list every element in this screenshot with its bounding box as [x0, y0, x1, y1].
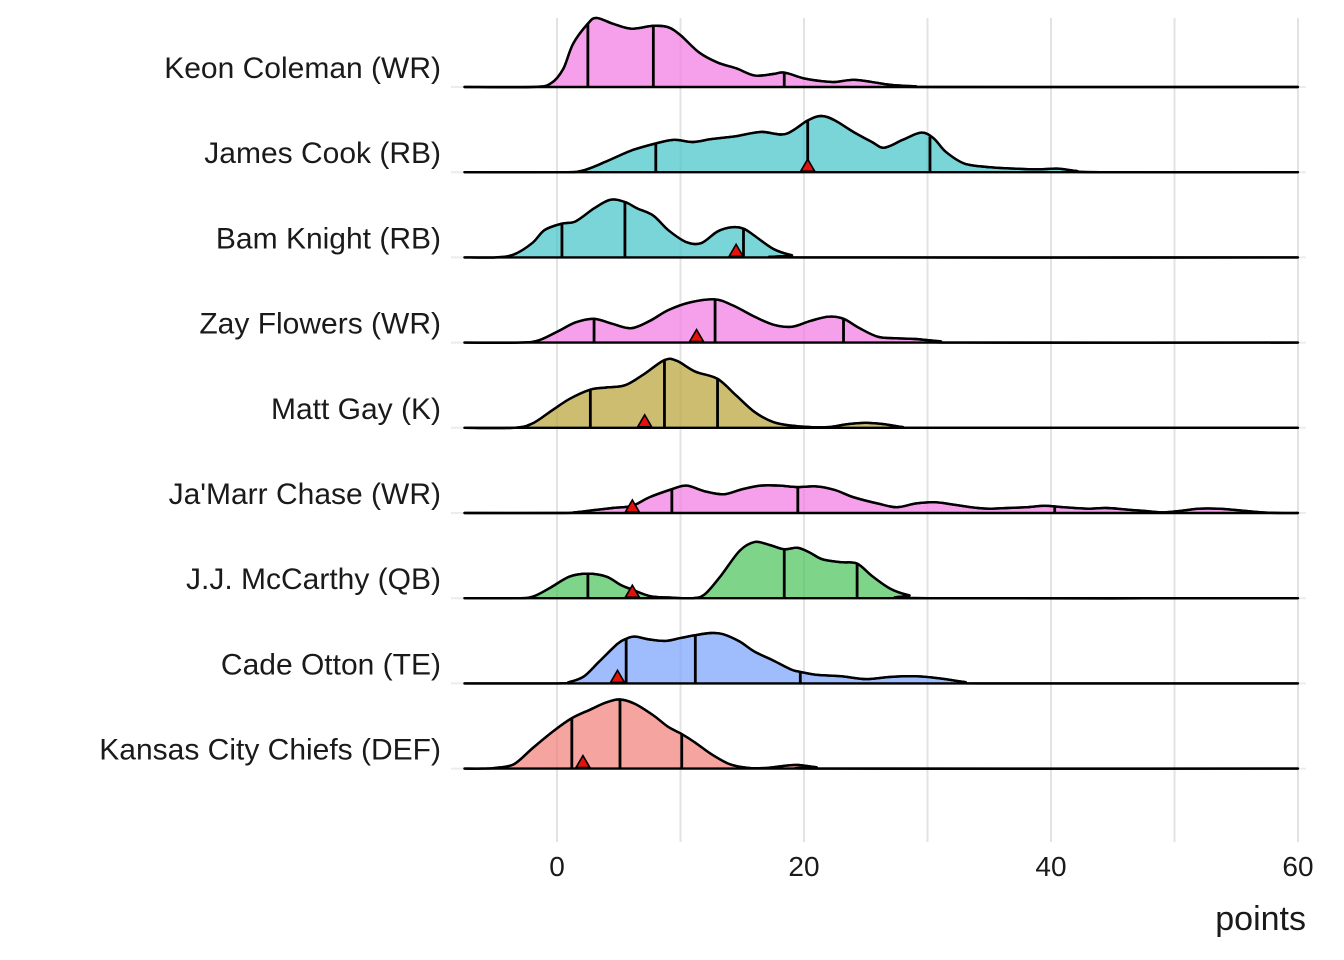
player-label: Kansas City Chiefs (DEF) [99, 734, 441, 767]
player-label: James Cook (RB) [204, 137, 441, 170]
density-outline [464, 16, 1299, 89]
x-tick-label: 40 [1035, 851, 1066, 882]
density-outline [464, 198, 1299, 259]
player-label: Matt Gay (K) [271, 393, 441, 426]
density-outline [464, 631, 1299, 685]
player-label: Cade Otton (TE) [221, 648, 441, 681]
actual-points-marker [727, 242, 745, 258]
player-label: J.J. McCarthy (QB) [186, 563, 441, 596]
ridge-group [463, 698, 1300, 770]
density-outline [464, 114, 1299, 174]
density-area [463, 484, 1300, 515]
x-axis-ticks: 0 20 40 60 [549, 851, 1313, 882]
actual-points-marker [574, 754, 592, 769]
ridge-group [463, 540, 1300, 600]
density-area [463, 198, 1300, 259]
density-outline [464, 298, 1299, 344]
x-axis-title: points [1215, 900, 1306, 938]
player-label: Keon Coleman (WR) [164, 52, 441, 85]
y-axis-labels: Keon Coleman (WR) James Cook (RB) Bam Knig… [99, 52, 441, 767]
player-label: Zay Flowers (WR) [199, 308, 441, 341]
x-tick-label: 0 [549, 851, 565, 882]
actual-points-marker [609, 668, 626, 684]
ridge-group [463, 114, 1300, 174]
density-area [463, 631, 1300, 685]
ridges [463, 16, 1300, 770]
actual-points-marker [623, 583, 641, 599]
player-label: Bam Knight (RB) [216, 222, 441, 255]
actual-points-marker [688, 328, 705, 343]
x-tick-label: 60 [1282, 851, 1313, 882]
actual-points-marker [636, 413, 654, 428]
density-area [463, 114, 1300, 174]
density-area [463, 16, 1300, 89]
ridge-group [463, 357, 1300, 430]
ridge-group [463, 484, 1300, 515]
actual-points-marker [799, 157, 817, 172]
density-outline [464, 484, 1299, 515]
x-tick-label: 20 [788, 851, 819, 882]
ridge-group [463, 198, 1300, 259]
ridge-group [463, 631, 1300, 685]
density-outline [464, 357, 1299, 430]
density-outline [464, 698, 1299, 770]
density-outline [464, 540, 1299, 600]
ridge-group [463, 298, 1300, 344]
ridge-group [463, 16, 1300, 89]
actual-points-marker [623, 498, 641, 513]
density-area [463, 540, 1300, 600]
player-label: Ja'Marr Chase (WR) [169, 478, 441, 511]
